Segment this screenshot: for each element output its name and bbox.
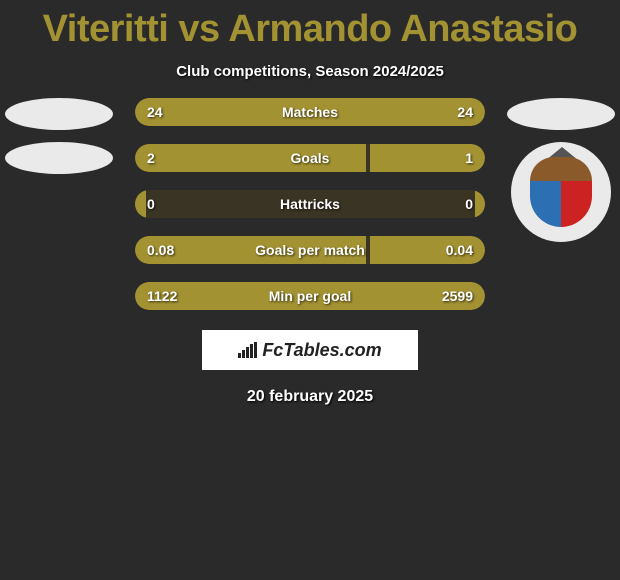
stat-label: Hattricks [135,196,485,212]
brand-text: FcTables.com [262,340,381,361]
vs-text: vs [178,8,219,50]
subtitle: Club competitions, Season 2024/2025 [0,63,620,80]
stat-label: Matches [135,104,485,120]
stat-bars: 2424Matches 21Goals 00Hattricks 0.080.04Goa… [135,98,485,310]
date-text: 20 february 2025 [0,388,620,406]
player1-name: Viteritti [43,8,169,50]
club-oval-icon [5,142,113,174]
player2-name: Armando Anastasio [228,8,577,50]
stat-row: 21Goals [135,144,485,172]
club-badge-icon [511,142,611,242]
stat-row: 11222599Min per goal [135,282,485,310]
club-oval-icon [507,98,615,130]
brand-box[interactable]: FcTables.com [202,330,418,370]
player2-logos [506,98,616,242]
stat-row: 0.080.04Goals per match [135,236,485,264]
stat-row: 2424Matches [135,98,485,126]
stat-label: Goals per match [135,242,485,258]
bar-chart-icon [238,342,258,358]
comparison-content: 2424Matches 21Goals 00Hattricks 0.080.04Goa… [0,98,620,406]
player1-logos [4,98,114,174]
club-oval-icon [5,98,113,130]
comparison-title: Viteritti vs Armando Anastasio [0,0,620,55]
stat-label: Goals [135,150,485,166]
stat-row: 00Hattricks [135,190,485,218]
stat-label: Min per goal [135,288,485,304]
